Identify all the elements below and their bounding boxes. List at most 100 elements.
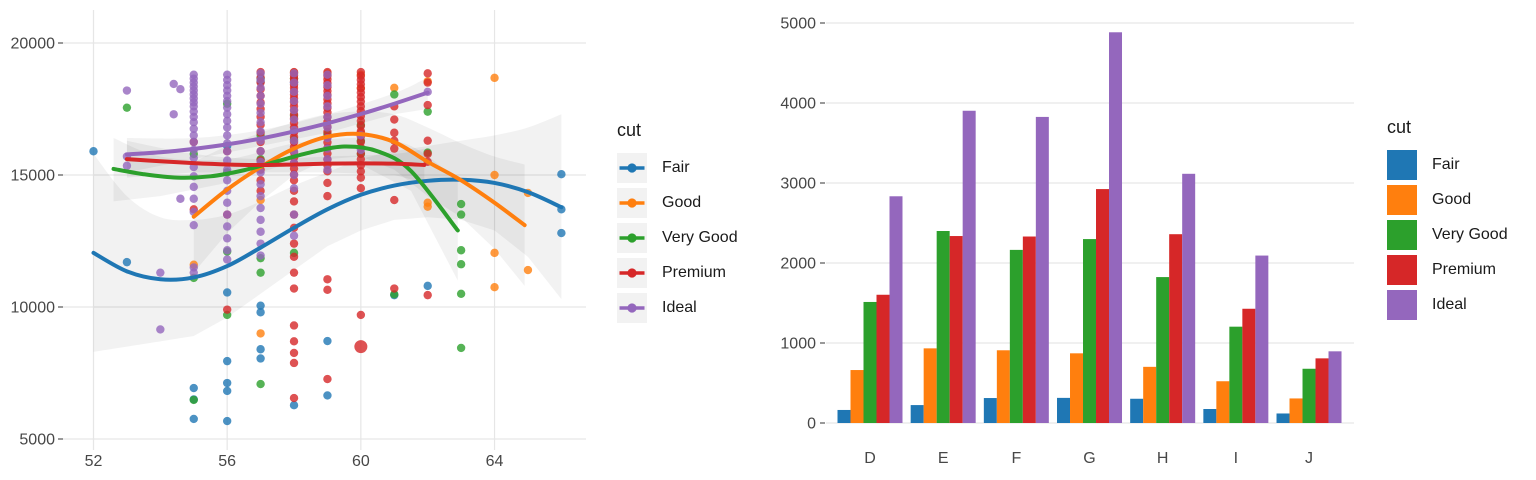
- scatter-point: [490, 170, 499, 180]
- scatter-point: [557, 170, 566, 179]
- ribbon-good: [193, 111, 525, 286]
- legend-item-label: Ideal: [662, 299, 697, 316]
- scatter-point: [256, 308, 265, 317]
- good-swatch-icon: [1387, 185, 1417, 215]
- scatter-point: [289, 239, 299, 248]
- scatter-point: [256, 203, 265, 213]
- scatter-point: [122, 86, 132, 95]
- bar-F-very-good: [1009, 249, 1023, 423]
- scatter-point: [323, 275, 332, 284]
- scatter-point: [390, 284, 399, 293]
- x-axis-tick-label: 64: [486, 453, 504, 470]
- smooth-line-ideal: [124, 90, 430, 157]
- scatter-point: [356, 173, 366, 182]
- legend-item-good: Good: [617, 188, 738, 218]
- y-axis-tick-label: 2000: [780, 256, 816, 273]
- bar-G-premium: [1096, 189, 1110, 423]
- x-axis-tick-label: 56: [218, 453, 236, 470]
- scatter-point: [289, 358, 299, 368]
- scatter-point: [189, 124, 198, 133]
- scatter-point: [456, 246, 466, 255]
- scatter-point: [222, 210, 232, 219]
- legend-item-premium: Premium: [617, 258, 738, 288]
- very-good-swatch-icon: [1387, 220, 1417, 250]
- scatter-point: [189, 131, 198, 140]
- legend-item-very-good: Very Good: [1387, 220, 1508, 250]
- bar-J-premium: [1315, 358, 1329, 423]
- scatter-point: [189, 118, 198, 127]
- scatter-point: [289, 197, 299, 206]
- scatter-point: [256, 379, 265, 389]
- legend-item-label: Good: [1432, 191, 1472, 208]
- ribbon-fair: [93, 114, 562, 352]
- bar-I-very-good: [1229, 326, 1243, 423]
- legend-item-label: Fair: [662, 159, 690, 176]
- scatter-point: [222, 116, 232, 126]
- x-axis-tick-label: I: [1234, 450, 1238, 467]
- x-axis-tick-label: E: [938, 450, 949, 467]
- scatter-point: [169, 110, 178, 119]
- legend-item-label: Fair: [1432, 156, 1460, 173]
- scatter-point: [323, 285, 332, 295]
- bar-F-good: [996, 350, 1010, 423]
- y-axis-tick-label: 10000: [11, 300, 56, 317]
- bars: [837, 32, 1342, 424]
- scatter-point: [256, 118, 265, 127]
- scatter-point: [289, 210, 299, 219]
- ribbon-very-good: [113, 137, 458, 281]
- bar-I-ideal: [1255, 255, 1269, 423]
- scatter-legend: cut Fair Good Very Good Premium Ideal: [617, 120, 738, 328]
- bar-I-good: [1216, 381, 1230, 423]
- scatter-point: [256, 69, 265, 78]
- legend-item-premium: Premium: [1387, 255, 1508, 285]
- scatter-point: [490, 73, 499, 83]
- scatter-point: [222, 288, 232, 297]
- scatter-point: [156, 325, 165, 334]
- scatter-point: [89, 147, 98, 156]
- scatter-point: [256, 83, 265, 93]
- scatter-point: [390, 290, 399, 299]
- scatter-point: [189, 194, 198, 203]
- bar-F-ideal: [1035, 116, 1049, 424]
- x-axis-tick-label: D: [864, 450, 876, 467]
- scatter-point: [323, 191, 332, 201]
- bar-D-ideal: [889, 196, 903, 423]
- scatter-point: [523, 265, 533, 275]
- smooth-line-very-good: [111, 144, 460, 233]
- scatter-point: [289, 284, 299, 293]
- scatter-point: [256, 191, 265, 201]
- scatter-point: [289, 231, 299, 240]
- y-axis-tick-label: 20000: [11, 36, 56, 53]
- scatter-point: [256, 268, 265, 277]
- scatter-point: [356, 167, 366, 176]
- scatter-point: [323, 374, 332, 384]
- bar-J-very-good: [1302, 368, 1316, 423]
- scatter-point: [354, 340, 368, 354]
- scatter-point: [456, 289, 466, 298]
- bar-J-fair: [1276, 413, 1290, 423]
- ideal-swatch-icon: [1387, 290, 1417, 320]
- legend-item-label: Ideal: [1432, 296, 1467, 313]
- scatter-point: [323, 336, 332, 346]
- scatter-point: [289, 401, 299, 410]
- bar-G-fair: [1057, 397, 1071, 423]
- scatter-legend-title: cut: [617, 120, 642, 140]
- scatter-point: [456, 343, 466, 353]
- scatter-point: [289, 106, 299, 115]
- scatter-point: [423, 290, 432, 300]
- scatter-point: [256, 147, 265, 156]
- smooth-line-fair: [91, 177, 564, 282]
- y-axis-tick-label: 5000: [780, 16, 816, 33]
- scatter-point: [189, 383, 198, 393]
- scatter-point: [256, 215, 265, 225]
- scatter-point: [222, 96, 232, 106]
- scatter-point: [256, 345, 265, 354]
- scatter-point: [289, 136, 299, 145]
- scatter-point: [289, 87, 299, 97]
- scatter-point: [423, 202, 432, 211]
- bar-legend: cut Fair Good Very Good Premium Ideal: [1387, 117, 1508, 325]
- fair-swatch-icon: [1387, 150, 1417, 180]
- scatter-point: [122, 161, 132, 170]
- y-axis-tick-label: 5000: [19, 432, 55, 449]
- scatter-point: [256, 354, 265, 363]
